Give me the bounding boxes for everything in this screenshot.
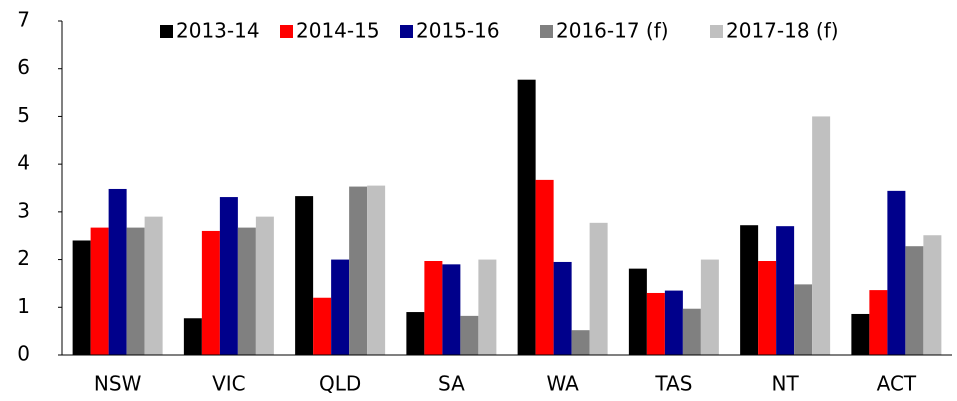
x-tick-label: NSW <box>94 372 142 396</box>
y-tick-label: 2 <box>17 246 30 270</box>
legend-swatch <box>280 25 293 38</box>
bar <box>144 216 163 355</box>
bar <box>255 216 274 355</box>
bar <box>571 330 590 355</box>
bar <box>108 188 127 355</box>
bar <box>406 312 425 355</box>
bar <box>201 230 220 355</box>
bar <box>646 292 665 355</box>
bar <box>183 318 202 355</box>
legend-label: 2013-14 <box>176 19 260 43</box>
bar <box>794 284 813 355</box>
bar <box>478 259 497 355</box>
bar <box>72 240 91 355</box>
bar <box>887 190 906 355</box>
x-tick-label: VIC <box>212 372 246 396</box>
bar <box>905 246 924 355</box>
bar <box>219 197 238 355</box>
bar <box>740 225 759 355</box>
bar <box>237 227 256 355</box>
x-tick-label: TAS <box>654 372 692 396</box>
bar <box>682 308 701 355</box>
bar <box>331 259 350 355</box>
bar <box>90 227 109 355</box>
bar <box>700 259 719 355</box>
bar <box>442 264 461 355</box>
x-tick-label: SA <box>438 372 465 396</box>
bar <box>664 290 683 355</box>
legend-label: 2017-18 (f) <box>726 19 839 43</box>
bar <box>589 222 608 355</box>
legend-swatch <box>400 25 413 38</box>
y-tick-label: 7 <box>17 8 30 32</box>
y-tick-label: 0 <box>17 342 30 366</box>
legend-label: 2016-17 (f) <box>556 19 669 43</box>
bar <box>535 179 554 355</box>
bar <box>295 196 314 355</box>
legend-label: 2015-16 <box>416 19 500 43</box>
x-tick-label: QLD <box>319 372 361 396</box>
bar <box>424 261 443 355</box>
x-tick-label: WA <box>546 372 579 396</box>
bar <box>851 313 870 355</box>
y-tick-label: 1 <box>17 294 30 318</box>
bar <box>869 290 888 355</box>
legend-swatch <box>160 25 173 38</box>
y-tick-label: 4 <box>17 151 30 175</box>
bar <box>758 261 777 355</box>
bar <box>126 227 145 355</box>
legend-label: 2014-15 <box>296 19 380 43</box>
bar <box>812 116 831 355</box>
bar <box>313 297 332 355</box>
legend-swatch <box>540 25 553 38</box>
x-tick-label: NT <box>772 372 800 396</box>
y-tick-label: 3 <box>17 198 30 222</box>
bar <box>923 235 942 355</box>
bar <box>553 261 572 355</box>
y-tick-label: 5 <box>17 103 30 127</box>
bar <box>517 79 536 355</box>
x-tick-label: ACT <box>877 372 917 396</box>
bar <box>776 226 795 355</box>
bar <box>460 315 479 355</box>
y-tick-label: 6 <box>17 55 30 79</box>
legend-swatch <box>710 25 723 38</box>
bar <box>628 268 647 355</box>
bar <box>349 186 368 355</box>
bar <box>367 185 386 355</box>
